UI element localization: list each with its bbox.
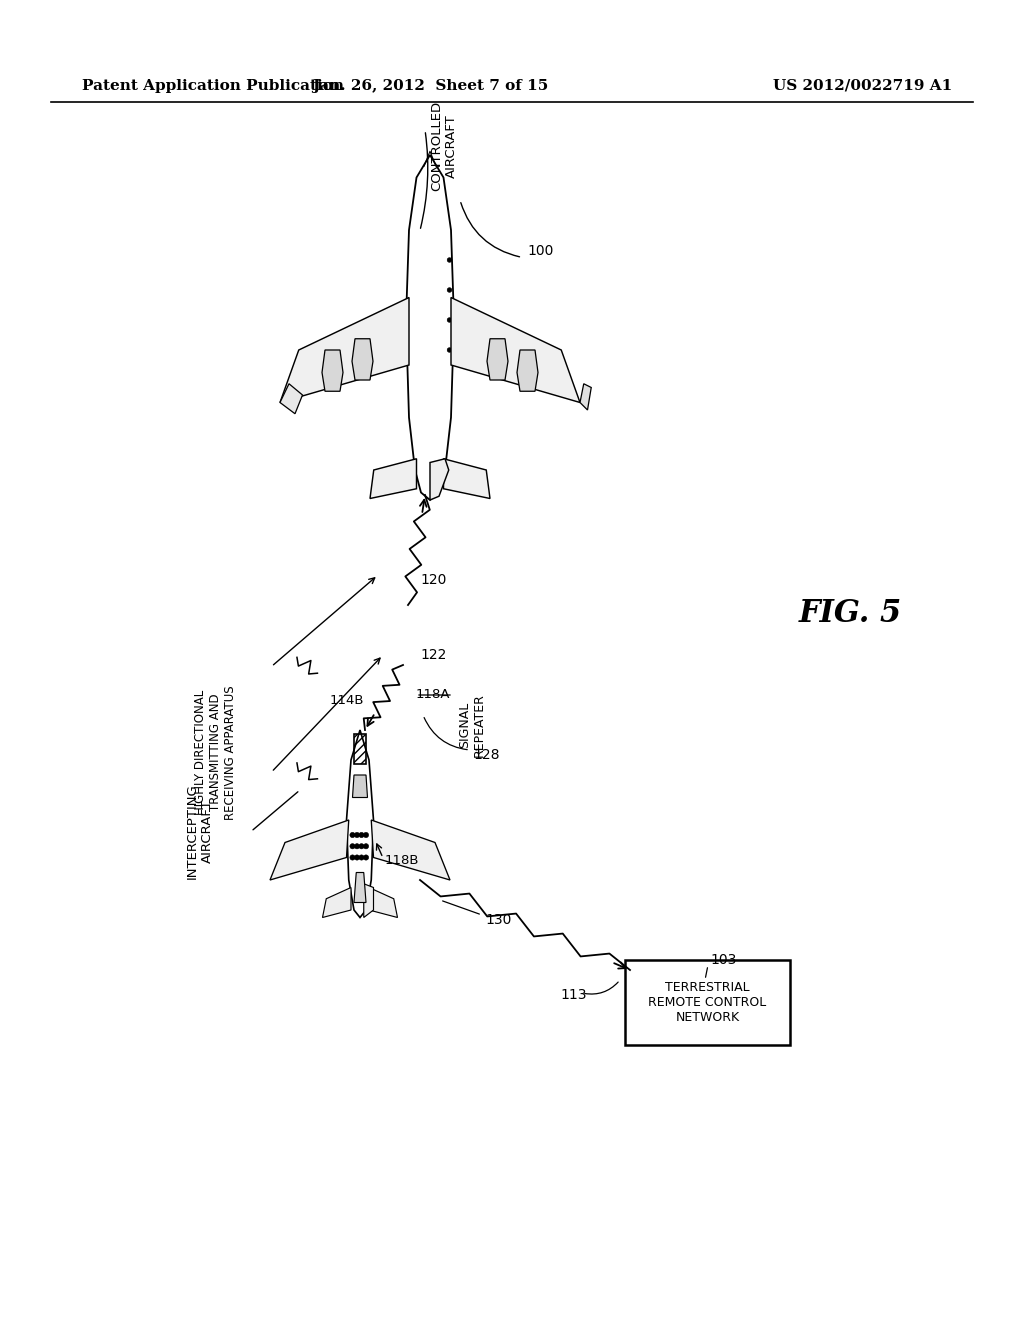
Bar xyxy=(625,960,790,1045)
Text: 113: 113 xyxy=(560,987,587,1002)
Polygon shape xyxy=(322,350,343,391)
Circle shape xyxy=(447,257,452,263)
Polygon shape xyxy=(364,884,374,917)
Polygon shape xyxy=(352,339,373,380)
Text: 128: 128 xyxy=(473,748,500,762)
Circle shape xyxy=(364,855,369,861)
Circle shape xyxy=(354,855,359,861)
Circle shape xyxy=(447,347,452,352)
Text: 118B: 118B xyxy=(385,854,420,866)
Polygon shape xyxy=(270,820,349,880)
Polygon shape xyxy=(372,820,450,880)
Polygon shape xyxy=(517,350,538,391)
Polygon shape xyxy=(370,459,417,499)
Polygon shape xyxy=(443,459,490,499)
Circle shape xyxy=(358,855,365,861)
Text: 130: 130 xyxy=(485,913,511,927)
Text: SIGNAL
REPEATER: SIGNAL REPEATER xyxy=(458,693,486,756)
Text: CONTROLLED
AIRCRAFT: CONTROLLED AIRCRAFT xyxy=(430,102,458,191)
Text: 103: 103 xyxy=(710,953,736,968)
Polygon shape xyxy=(580,384,591,411)
Circle shape xyxy=(447,288,452,292)
Text: US 2012/0022719 A1: US 2012/0022719 A1 xyxy=(773,79,952,92)
Text: HIGHLY DIRECTIONAL
TRANSMITTING AND
RECEIVING APPARATUS: HIGHLY DIRECTIONAL TRANSMITTING AND RECE… xyxy=(194,685,237,820)
Text: 122: 122 xyxy=(420,648,446,663)
Text: Patent Application Publication: Patent Application Publication xyxy=(82,79,344,92)
Circle shape xyxy=(350,843,355,849)
Polygon shape xyxy=(352,775,368,797)
Circle shape xyxy=(358,833,365,838)
Text: 120: 120 xyxy=(420,573,446,587)
Polygon shape xyxy=(487,339,508,380)
Circle shape xyxy=(354,833,359,838)
Polygon shape xyxy=(346,730,374,917)
Polygon shape xyxy=(369,887,397,917)
Text: 118A: 118A xyxy=(416,689,451,701)
Circle shape xyxy=(364,833,369,838)
Circle shape xyxy=(364,843,369,849)
Polygon shape xyxy=(354,873,366,903)
Circle shape xyxy=(447,318,452,322)
Text: FIG. 5: FIG. 5 xyxy=(799,598,901,630)
Text: INTERCEPTING
AIRCRAFT: INTERCEPTING AIRCRAFT xyxy=(185,784,214,879)
Text: 100: 100 xyxy=(527,244,554,257)
Circle shape xyxy=(354,843,359,849)
Polygon shape xyxy=(280,297,409,403)
Text: Jan. 26, 2012  Sheet 7 of 15: Jan. 26, 2012 Sheet 7 of 15 xyxy=(312,79,548,92)
Polygon shape xyxy=(280,384,302,413)
Polygon shape xyxy=(451,297,580,403)
Text: TERRESTRIAL
REMOTE CONTROL
NETWORK: TERRESTRIAL REMOTE CONTROL NETWORK xyxy=(648,981,767,1024)
Polygon shape xyxy=(323,887,351,917)
Circle shape xyxy=(358,843,365,849)
Polygon shape xyxy=(406,154,454,500)
Circle shape xyxy=(350,833,355,838)
Circle shape xyxy=(350,855,355,861)
Polygon shape xyxy=(430,459,449,500)
Text: 114B: 114B xyxy=(330,693,365,706)
